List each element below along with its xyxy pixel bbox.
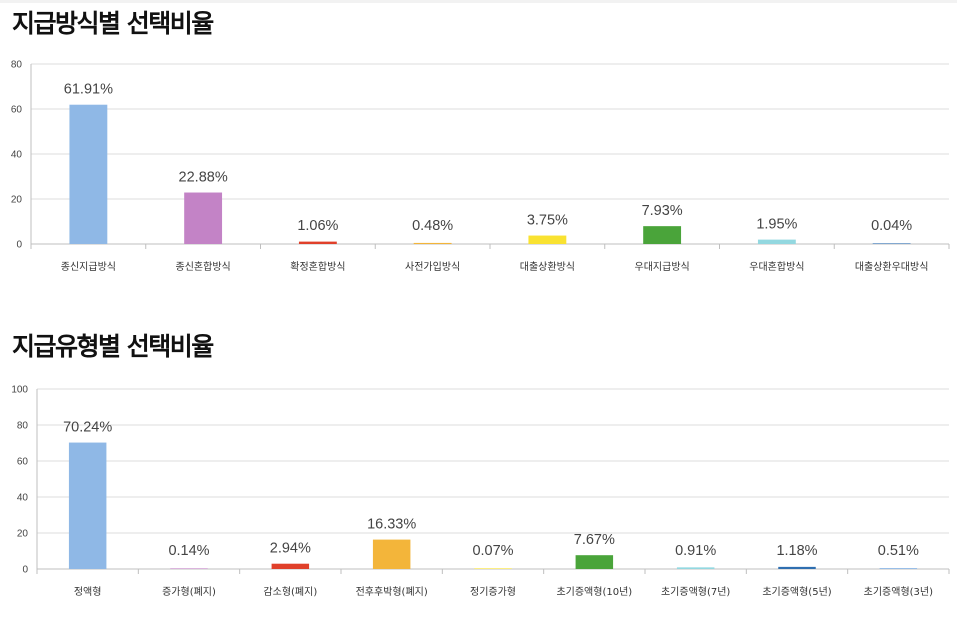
top-border — [0, 0, 957, 3]
data-label: 1.06% — [297, 218, 338, 234]
bar — [474, 568, 512, 569]
bar — [372, 539, 411, 569]
x-tick-label: 초기증액형(10년) — [556, 586, 632, 598]
data-label: 1.95% — [756, 217, 797, 233]
bar — [271, 563, 310, 569]
bar — [575, 555, 614, 569]
data-label: 0.51% — [878, 543, 919, 559]
data-label: 0.04% — [871, 218, 912, 234]
payment-method-bar-chart: 0 20 40 60 80 61.91% 종신지급방식 22.88% 종신혼합방식 1.06% 확정… — [11, 60, 950, 273]
data-label: 61.91% — [64, 82, 113, 98]
x-tick-label: 정기증가형 — [470, 586, 516, 598]
y-tick-label: 60 — [11, 105, 23, 116]
data-label: 0.91% — [675, 543, 716, 559]
data-label: 7.67% — [574, 532, 615, 548]
x-tick-label: 종신지급방식 — [61, 261, 116, 273]
bar — [872, 243, 911, 244]
bar — [68, 442, 107, 569]
bar — [170, 568, 208, 569]
y-tick-label: 100 — [11, 385, 28, 396]
bar — [528, 235, 567, 244]
y-tick-label: 40 — [17, 493, 29, 504]
bar — [413, 242, 452, 244]
y-tick-label: 60 — [17, 457, 29, 468]
x-tick-label: 확정혼합방식 — [290, 260, 345, 273]
payment-type-chart-title: 지급유형별 선택비율 — [12, 332, 214, 361]
x-tick-label: 우대혼합방식 — [749, 260, 804, 273]
x-tick-label: 우대지급방식 — [635, 261, 690, 273]
x-tick-label: 초기증액형(7년) — [661, 586, 730, 598]
x-tick-label: 전후후박형(폐지) — [356, 586, 428, 598]
data-label: 2.94% — [270, 541, 311, 557]
x-tick-label: 초기증액형(3년) — [864, 586, 933, 598]
bar — [69, 104, 108, 244]
x-tick-label: 사전가입방식 — [405, 260, 460, 273]
data-label: 0.48% — [412, 218, 453, 234]
payment-type-bar-chart: 0 20 40 60 80 100 70.24% 정액형 0.14% 증가형(폐지) 2.94% 감소… — [11, 385, 950, 598]
data-label: 7.93% — [642, 203, 683, 219]
bar — [298, 241, 337, 244]
y-tick-label: 80 — [11, 60, 23, 71]
data-label: 22.88% — [179, 170, 228, 186]
x-tick-label: 감소형(폐지) — [263, 586, 317, 598]
bar — [757, 239, 796, 244]
y-tick-label: 0 — [16, 240, 22, 251]
x-tick-label: 대출상환우대방식 — [855, 261, 929, 273]
data-label: 70.24% — [63, 420, 112, 436]
data-label: 0.14% — [168, 543, 209, 559]
data-label: 16.33% — [367, 517, 416, 533]
x-tick-label: 대출상환방식 — [520, 261, 575, 273]
y-tick-label: 80 — [17, 421, 29, 432]
x-tick-label: 초기증액형(5년) — [762, 586, 831, 598]
y-tick-label: 20 — [17, 529, 29, 540]
y-tick-label: 20 — [11, 195, 23, 206]
data-label: 1.18% — [776, 543, 817, 559]
y-tick-label: 40 — [11, 150, 23, 161]
payment-method-chart-title: 지급방식별 선택비율 — [12, 9, 214, 38]
data-label: 0.07% — [472, 543, 513, 559]
bar — [676, 567, 715, 569]
y-tick-label: 0 — [22, 565, 28, 576]
bar — [184, 192, 223, 244]
bar — [879, 568, 918, 569]
bar — [778, 566, 816, 569]
bar — [643, 226, 682, 244]
x-tick-label: 종신혼합방식 — [176, 260, 231, 273]
data-label: 3.75% — [527, 213, 568, 229]
x-tick-label: 정액형 — [74, 586, 102, 598]
x-tick-label: 증가형(폐지) — [162, 586, 216, 598]
